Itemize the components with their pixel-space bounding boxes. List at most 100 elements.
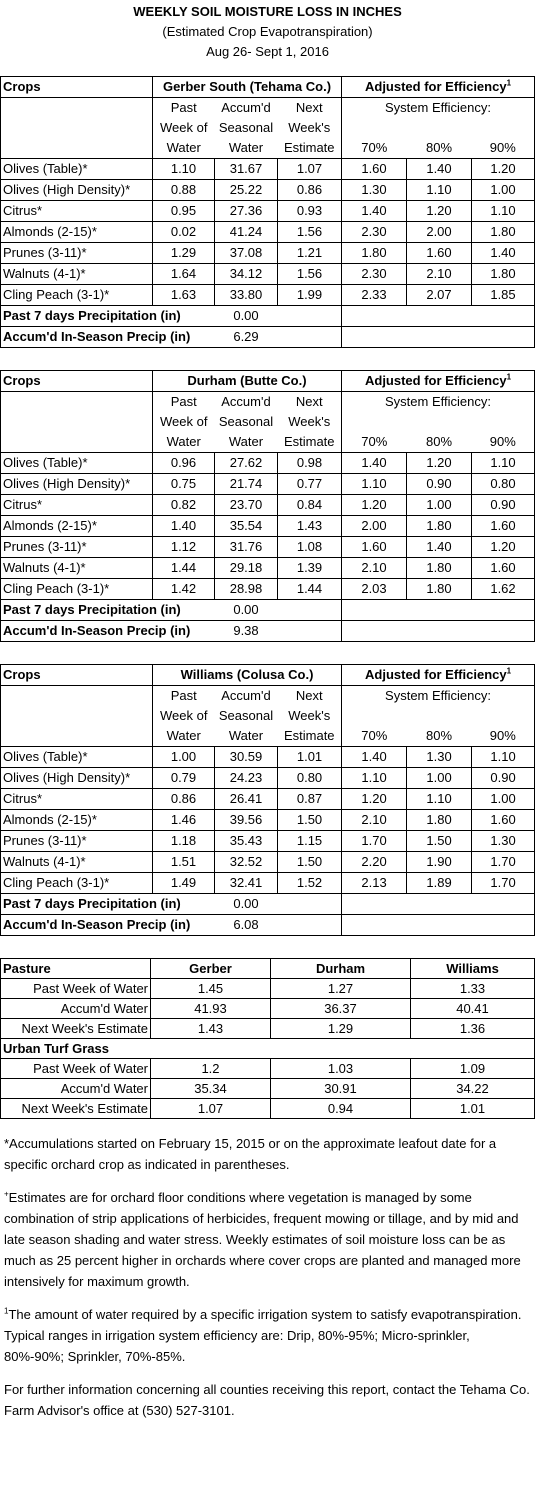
crop-name: Cling Peach (3-1)* xyxy=(0,284,153,306)
crop-value: 2.20 xyxy=(341,851,407,873)
crop-value: 0.77 xyxy=(277,473,342,495)
crop-value: 25.22 xyxy=(214,179,278,201)
crop-row: Almonds (2-15)* 0.02 41.24 1.56 2.30 2.00 1.80 xyxy=(0,221,535,243)
crop-row: Olives (Table)* 0.96 27.62 0.98 1.40 1.20 1.10 xyxy=(0,452,535,474)
crop-value: 2.33 xyxy=(341,284,407,306)
crop-row: Cling Peach (3-1)* 1.42 28.98 1.44 2.03 1.80 1… xyxy=(0,578,535,600)
crop-value: 29.18 xyxy=(214,557,278,579)
crop-value: 0.02 xyxy=(152,221,215,243)
pasture-label: Past Week of Water xyxy=(0,978,151,999)
column-header-row: Past Accum'd Next System Efficiency: xyxy=(1,391,535,412)
blank xyxy=(277,620,342,642)
crop-value: 1.10 xyxy=(341,473,407,495)
header-row: Crops Durham (Butte Co.) Adjusted for Effi… xyxy=(0,370,535,392)
crop-value: 1.00 xyxy=(406,767,472,789)
crop-value: 1.51 xyxy=(152,851,215,873)
precip-row: Accum'd In-Season Precip (in) 6.08 xyxy=(0,914,535,936)
crop-name: Almonds (2-15)* xyxy=(0,515,153,537)
crop-value: 27.62 xyxy=(214,452,278,474)
crop-value: 2.00 xyxy=(406,221,472,243)
footnote-text: For further information concerning all c… xyxy=(4,1382,530,1418)
crop-value: 1.30 xyxy=(471,830,535,852)
adjusted-title: Adjusted for Efficiency xyxy=(365,667,507,682)
column-header: Estimate xyxy=(283,728,335,743)
blank xyxy=(341,706,535,726)
footnote: 1The amount of water required by a speci… xyxy=(4,1304,531,1367)
footnote: For further information concerning all c… xyxy=(4,1379,531,1421)
blank xyxy=(341,326,535,348)
crops-label: Crops xyxy=(0,76,153,98)
crop-value: 1.01 xyxy=(276,746,342,768)
crop-value: 0.86 xyxy=(277,179,342,201)
crop-value: 33.80 xyxy=(214,284,278,306)
adjusted-header: Adjusted for Efficiency1 xyxy=(341,370,535,392)
crop-value: 0.86 xyxy=(152,788,215,810)
crop-value: 39.56 xyxy=(214,809,278,831)
blank xyxy=(1,98,153,119)
crop-value: 24.23 xyxy=(214,767,278,789)
crop-row: Olives (High Density)* 0.88 25.22 0.86 1.30 1… xyxy=(0,179,535,201)
header: WEEKLY SOIL MOISTURE LOSS IN INCHES (Est… xyxy=(0,0,535,62)
crop-value: 1.49 xyxy=(152,872,215,894)
column-header: Week of xyxy=(152,412,215,432)
pasture-header: Pasture xyxy=(0,958,151,979)
blank xyxy=(341,412,535,432)
crop-name: Olives (High Density)* xyxy=(0,767,153,789)
crop-value: 2.10 xyxy=(341,809,407,831)
precip-label: Past 7 days Precipitation (in) xyxy=(0,599,215,621)
crop-value: 0.88 xyxy=(152,179,215,201)
crop-row: Cling Peach (3-1)* 1.49 32.41 1.52 2.13 1.89 1… xyxy=(0,872,535,894)
footnote-text: The amount of water required by a specif… xyxy=(4,1307,522,1364)
column-header: Accum'd xyxy=(221,394,271,409)
crop-value: 0.90 xyxy=(406,473,472,495)
crop-value: 1.07 xyxy=(277,158,342,180)
crop-value: 1.46 xyxy=(152,809,215,831)
site-name: Gerber South (Tehama Co.) xyxy=(152,76,342,98)
crop-value: 1.80 xyxy=(471,221,535,243)
pasture-value: 1.2 xyxy=(150,1058,271,1079)
crop-value: 1.80 xyxy=(406,557,472,579)
crop-value: 1.20 xyxy=(406,200,472,222)
precip-value: 0.00 xyxy=(214,599,278,621)
pasture-value: 1.45 xyxy=(150,978,271,999)
crop-value: 1.40 xyxy=(406,536,472,558)
crop-name: Olives (Table)* xyxy=(0,746,153,768)
crop-value: 1.40 xyxy=(406,158,472,180)
crop-value: 1.50 xyxy=(276,809,342,831)
blank xyxy=(341,599,535,621)
column-header: Water xyxy=(152,432,215,453)
crop-value: 1.40 xyxy=(152,515,215,537)
crop-value: 1.20 xyxy=(341,494,407,516)
crop-value: 27.36 xyxy=(214,200,278,222)
crop-value: 2.10 xyxy=(341,557,407,579)
crop-value: 2.07 xyxy=(406,284,472,306)
crop-value: 1.60 xyxy=(341,158,407,180)
crop-value: 32.41 xyxy=(214,872,278,894)
crop-value: 34.12 xyxy=(214,263,278,285)
crop-value: 0.84 xyxy=(277,494,342,516)
blank xyxy=(341,893,535,915)
crop-value: 2.03 xyxy=(341,578,407,600)
blank xyxy=(341,305,535,327)
crop-value: 35.43 xyxy=(214,830,278,852)
crop-value: 1.85 xyxy=(471,284,535,306)
crop-value: 1.80 xyxy=(341,242,407,264)
adjusted-header: Adjusted for Efficiency1 xyxy=(341,76,535,98)
crop-name: Prunes (3-11)* xyxy=(0,242,153,264)
pasture-header-row: Pasture Gerber Durham Williams xyxy=(0,958,535,979)
crop-value: 0.90 xyxy=(471,767,535,789)
crop-value: 2.10 xyxy=(406,263,472,285)
crop-value: 41.24 xyxy=(214,221,278,243)
crop-row: Prunes (3-11)* 1.12 31.76 1.08 1.60 1.40 1.20 xyxy=(0,536,535,558)
efficiency-header: 80% xyxy=(425,434,453,449)
precip-label: Accum'd In-Season Precip (in) xyxy=(0,914,215,936)
crop-name: Cling Peach (3-1)* xyxy=(0,872,153,894)
pasture-label: Past Week of Water xyxy=(0,1058,151,1079)
blank xyxy=(341,118,535,138)
efficiency-header: 70% xyxy=(341,432,407,453)
pasture-value: 1.33 xyxy=(410,978,535,999)
crop-value: 1.20 xyxy=(341,788,407,810)
crop-value: 0.98 xyxy=(277,452,342,474)
efficiency-header: 70% xyxy=(341,138,407,159)
efficiency-header: 80% xyxy=(425,140,453,155)
